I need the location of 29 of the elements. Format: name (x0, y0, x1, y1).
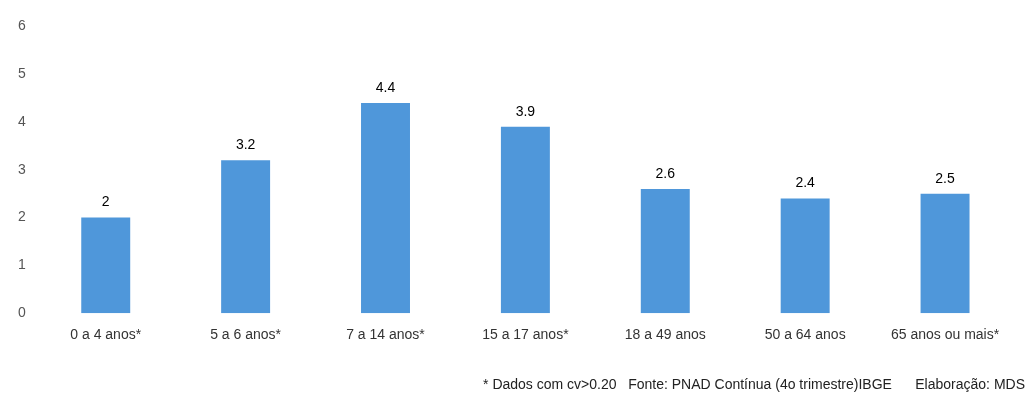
x-tick-label: 65 anos ou mais* (890, 326, 1000, 343)
x-tick-label: 18 a 49 anos (624, 326, 706, 343)
x-tick-label: 7 a 14 anos* (346, 326, 426, 343)
bar (221, 160, 271, 314)
bar (920, 193, 970, 314)
x-tick-label: 0 a 4 anos* (70, 326, 142, 343)
bar (780, 198, 830, 314)
x-tick-label: 5 a 6 anos* (210, 326, 282, 343)
data-label: 4.4 (375, 78, 396, 95)
data-label: 2.5 (935, 169, 955, 186)
bar (361, 102, 410, 314)
y-tick-label: 4 (17, 112, 26, 129)
bar (640, 188, 690, 314)
data-label: 3.9 (515, 102, 536, 119)
y-tick-label: 2 (17, 208, 26, 225)
y-tick-label: 5 (17, 65, 26, 82)
data-label: 2.6 (655, 164, 676, 181)
bar (81, 217, 131, 314)
data-label: 2 (101, 193, 110, 210)
y-tick-label: 1 (17, 256, 26, 273)
text: * Dados com cv>0.20 Fonte: PNAD Contínua (4o trimestre)IBGE Elaboração: MDS (482, 376, 1025, 392)
y-tick-label: 6 (17, 17, 26, 34)
y-tick-label: 3 (17, 160, 26, 177)
x-tick-label: 15 a 17 anos* (482, 326, 570, 343)
bar (500, 126, 550, 314)
y-tick-label: 0 (17, 304, 26, 321)
data-label: 3.2 (235, 136, 256, 153)
x-tick-label: 50 a 64 anos (764, 326, 846, 343)
data-label: 2.4 (795, 174, 816, 191)
